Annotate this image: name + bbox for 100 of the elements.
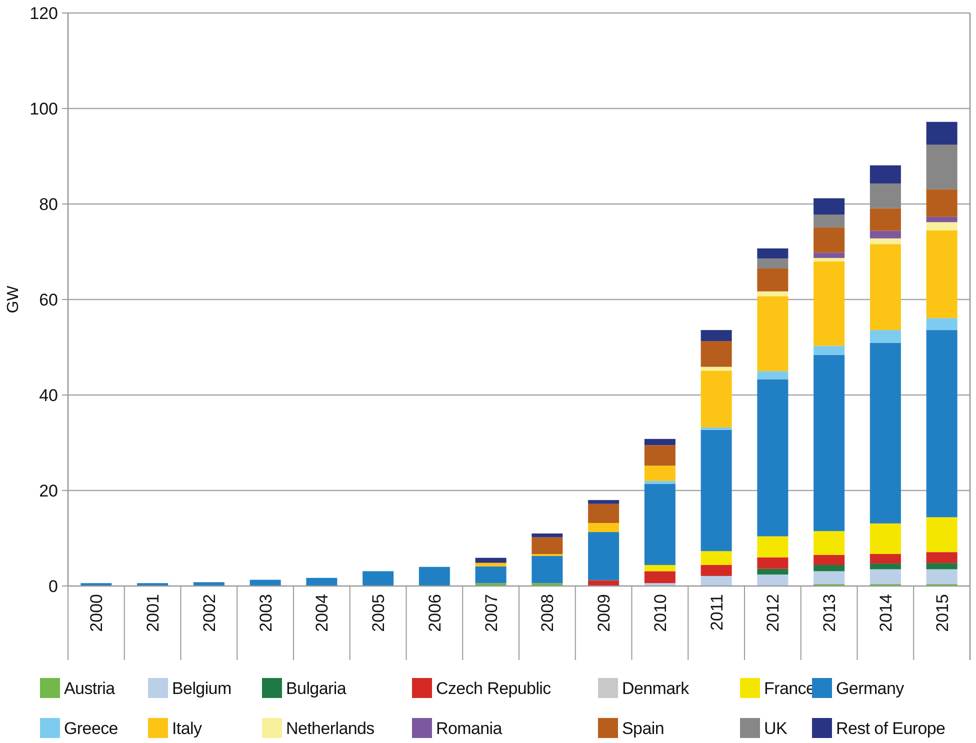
- bar: [700, 341, 732, 367]
- bar: [870, 238, 901, 244]
- legend-label: Netherlands: [286, 718, 374, 738]
- bar: [870, 208, 901, 231]
- bar: [870, 564, 901, 570]
- bar: [700, 370, 732, 428]
- x-tick-label: 2013: [820, 594, 840, 632]
- legend-label: UK: [764, 718, 788, 738]
- x-tick-label: 2009: [594, 594, 614, 632]
- bar: [926, 216, 958, 222]
- bar: [814, 531, 845, 555]
- x-tick-label: 2012: [764, 594, 783, 632]
- legend-label: Czech Republic: [436, 678, 552, 698]
- x-tick-label: 2011: [707, 594, 726, 631]
- bar: [757, 574, 788, 586]
- bar: [475, 566, 506, 584]
- bar: [926, 563, 958, 570]
- bar: [644, 480, 676, 484]
- bar: [306, 578, 338, 586]
- x-tick-label: 2005: [369, 594, 388, 632]
- bar: [700, 551, 732, 565]
- y-tick-label: 40: [39, 386, 58, 405]
- y-tick-label: 20: [39, 481, 58, 500]
- y-axis-title: GW: [5, 284, 22, 314]
- x-tick-label: 2002: [200, 594, 219, 632]
- bar: [926, 318, 958, 330]
- bar: [700, 564, 732, 576]
- bar: [193, 582, 224, 586]
- bar: [644, 466, 676, 481]
- y-tick-label: 120: [30, 4, 58, 23]
- bar: [814, 214, 845, 228]
- x-tick-label: 2010: [650, 594, 670, 632]
- bar: [814, 554, 845, 565]
- bar: [870, 244, 901, 330]
- bar: [757, 557, 788, 569]
- legend-label: Greece: [64, 718, 118, 738]
- y-tick-label: 100: [30, 99, 58, 118]
- bar: [644, 484, 676, 565]
- bar: [814, 354, 845, 532]
- bar: [644, 564, 676, 572]
- x-tick-label: 2006: [425, 594, 444, 632]
- bar: [757, 296, 788, 372]
- bar: [814, 571, 845, 584]
- x-tick-label: 2014: [876, 594, 896, 632]
- bar: [588, 500, 620, 504]
- bar: [757, 291, 788, 296]
- bar: [532, 537, 563, 554]
- x-tick-label: 2008: [538, 594, 558, 632]
- bar: [757, 268, 788, 292]
- legend-label: Rest of Europe: [836, 718, 946, 738]
- x-tick-label: 2007: [482, 594, 501, 632]
- bar: [926, 552, 958, 564]
- legend-label: Spain: [622, 718, 664, 738]
- bar: [588, 522, 620, 532]
- bar: [588, 532, 620, 580]
- x-tick-label: 2015: [932, 594, 952, 632]
- bar: [700, 366, 732, 371]
- bar: [870, 165, 901, 184]
- bar: [814, 346, 845, 355]
- bar: [870, 523, 901, 554]
- bar: [870, 183, 901, 208]
- bar: [362, 571, 394, 586]
- bar: [757, 536, 788, 558]
- legend-label: Italy: [172, 718, 202, 738]
- y-tick-label: 0: [48, 576, 58, 596]
- bar: [926, 189, 958, 217]
- bar: [757, 371, 788, 380]
- bar: [757, 248, 788, 258]
- bar: [870, 342, 901, 524]
- legend-label: Austria: [64, 678, 116, 698]
- bar: [700, 576, 732, 586]
- y-tick-label: 60: [39, 290, 58, 310]
- y-tick-label: 80: [39, 194, 58, 214]
- x-tick-label: 2001: [144, 594, 163, 632]
- bar: [870, 569, 901, 584]
- bar: [757, 379, 788, 536]
- legend-label: Denmark: [622, 678, 690, 698]
- bar: [757, 568, 788, 575]
- bar: [926, 222, 958, 230]
- bar: [757, 258, 788, 268]
- bar: [700, 430, 732, 552]
- bar: [588, 504, 620, 523]
- bar: [475, 558, 506, 563]
- legend-label: Belgium: [172, 678, 232, 698]
- bar: [475, 563, 506, 566]
- bar: [870, 330, 901, 343]
- bar: [814, 198, 845, 215]
- bar: [926, 144, 958, 190]
- bar: [532, 533, 563, 538]
- bar: [926, 122, 958, 145]
- legend-label: Germany: [836, 678, 905, 698]
- bar: [814, 261, 845, 346]
- bar: [418, 566, 450, 586]
- x-tick-label: 2000: [87, 594, 106, 632]
- x-tick-label: 2003: [256, 594, 276, 632]
- bar: [644, 571, 676, 584]
- bar: [926, 230, 958, 318]
- bar: [700, 330, 732, 342]
- bar: [870, 554, 901, 564]
- bar: [814, 227, 845, 253]
